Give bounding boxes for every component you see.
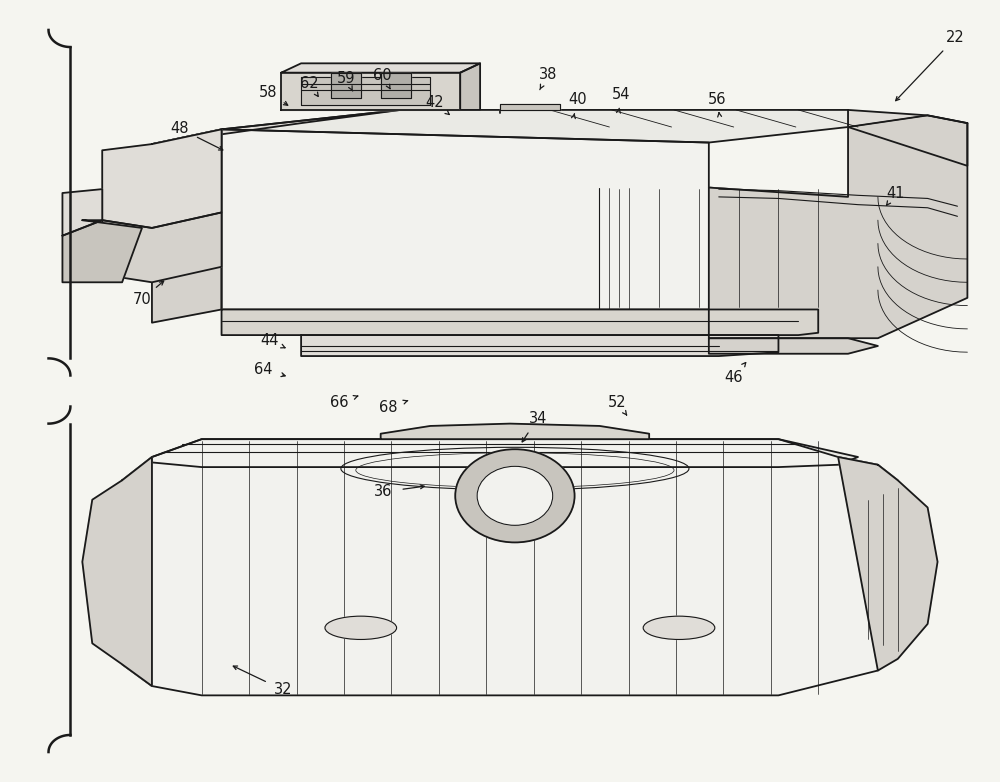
Ellipse shape xyxy=(643,616,715,640)
Polygon shape xyxy=(381,424,649,439)
Text: 56: 56 xyxy=(708,91,726,106)
Text: 52: 52 xyxy=(608,395,627,410)
Text: 38: 38 xyxy=(539,66,557,81)
Polygon shape xyxy=(62,189,102,235)
Text: 62: 62 xyxy=(300,76,318,91)
Text: 68: 68 xyxy=(379,400,398,414)
Text: 42: 42 xyxy=(425,95,444,109)
Polygon shape xyxy=(152,110,401,144)
Polygon shape xyxy=(331,73,361,98)
Text: 46: 46 xyxy=(724,370,743,385)
Polygon shape xyxy=(82,457,152,686)
Polygon shape xyxy=(838,457,938,670)
Text: 36: 36 xyxy=(373,484,392,500)
Polygon shape xyxy=(460,63,480,110)
Text: 48: 48 xyxy=(171,121,189,136)
Text: 44: 44 xyxy=(260,333,279,348)
Text: 34: 34 xyxy=(529,411,547,425)
Polygon shape xyxy=(301,77,430,106)
Text: 22: 22 xyxy=(946,30,965,45)
Polygon shape xyxy=(381,73,411,98)
Polygon shape xyxy=(222,110,848,142)
Text: 40: 40 xyxy=(568,92,587,107)
Ellipse shape xyxy=(325,616,397,640)
Polygon shape xyxy=(152,439,858,467)
Circle shape xyxy=(477,466,553,526)
Polygon shape xyxy=(62,221,142,282)
Polygon shape xyxy=(102,213,222,282)
Polygon shape xyxy=(222,129,848,310)
Polygon shape xyxy=(301,335,778,356)
Text: 41: 41 xyxy=(887,185,905,200)
Text: 70: 70 xyxy=(133,292,151,307)
Text: 59: 59 xyxy=(337,70,355,85)
Polygon shape xyxy=(222,310,818,335)
Text: 60: 60 xyxy=(373,68,392,83)
Polygon shape xyxy=(281,63,480,73)
Polygon shape xyxy=(122,439,898,695)
Circle shape xyxy=(455,449,575,543)
Text: 66: 66 xyxy=(330,395,348,410)
Polygon shape xyxy=(709,338,878,353)
Polygon shape xyxy=(848,110,967,166)
Polygon shape xyxy=(152,129,222,323)
Text: 58: 58 xyxy=(259,84,278,99)
Polygon shape xyxy=(102,129,222,228)
Text: 54: 54 xyxy=(612,87,631,102)
Polygon shape xyxy=(500,104,560,110)
Text: 64: 64 xyxy=(254,362,273,377)
Polygon shape xyxy=(281,73,460,110)
Polygon shape xyxy=(709,116,967,338)
Text: 32: 32 xyxy=(274,683,292,698)
